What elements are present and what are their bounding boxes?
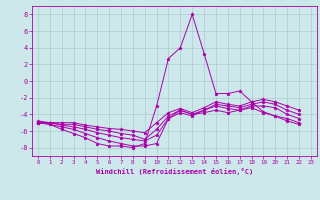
X-axis label: Windchill (Refroidissement éolien,°C): Windchill (Refroidissement éolien,°C)	[96, 168, 253, 175]
